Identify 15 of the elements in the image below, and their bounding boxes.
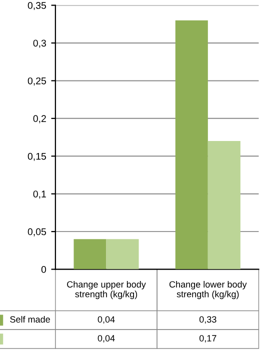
y-tick-label: 0,2	[33, 115, 46, 124]
y-tick-label: 0,3	[33, 40, 46, 48]
x-tick-label: Change lower body strength (kg/kg)	[169, 280, 247, 300]
data-label: 0,04	[98, 316, 115, 324]
legend-label: Self made	[10, 316, 50, 323]
y-tick-label: 0,05	[28, 228, 46, 236]
data-label: 0,17	[199, 335, 216, 343]
data-label: 0,04	[98, 335, 115, 343]
data-label: 0,33	[199, 316, 216, 324]
y-tick-label: 0,35	[28, 2, 46, 10]
y-tick-label: 0,1	[33, 190, 46, 199]
y-tick-label: 0,15	[28, 152, 46, 161]
x-tick-label: Change upper body strength (kg/kg)	[67, 280, 146, 300]
y-tick-label: 0	[41, 266, 46, 273]
y-tick-label: 0,25	[28, 77, 46, 86]
